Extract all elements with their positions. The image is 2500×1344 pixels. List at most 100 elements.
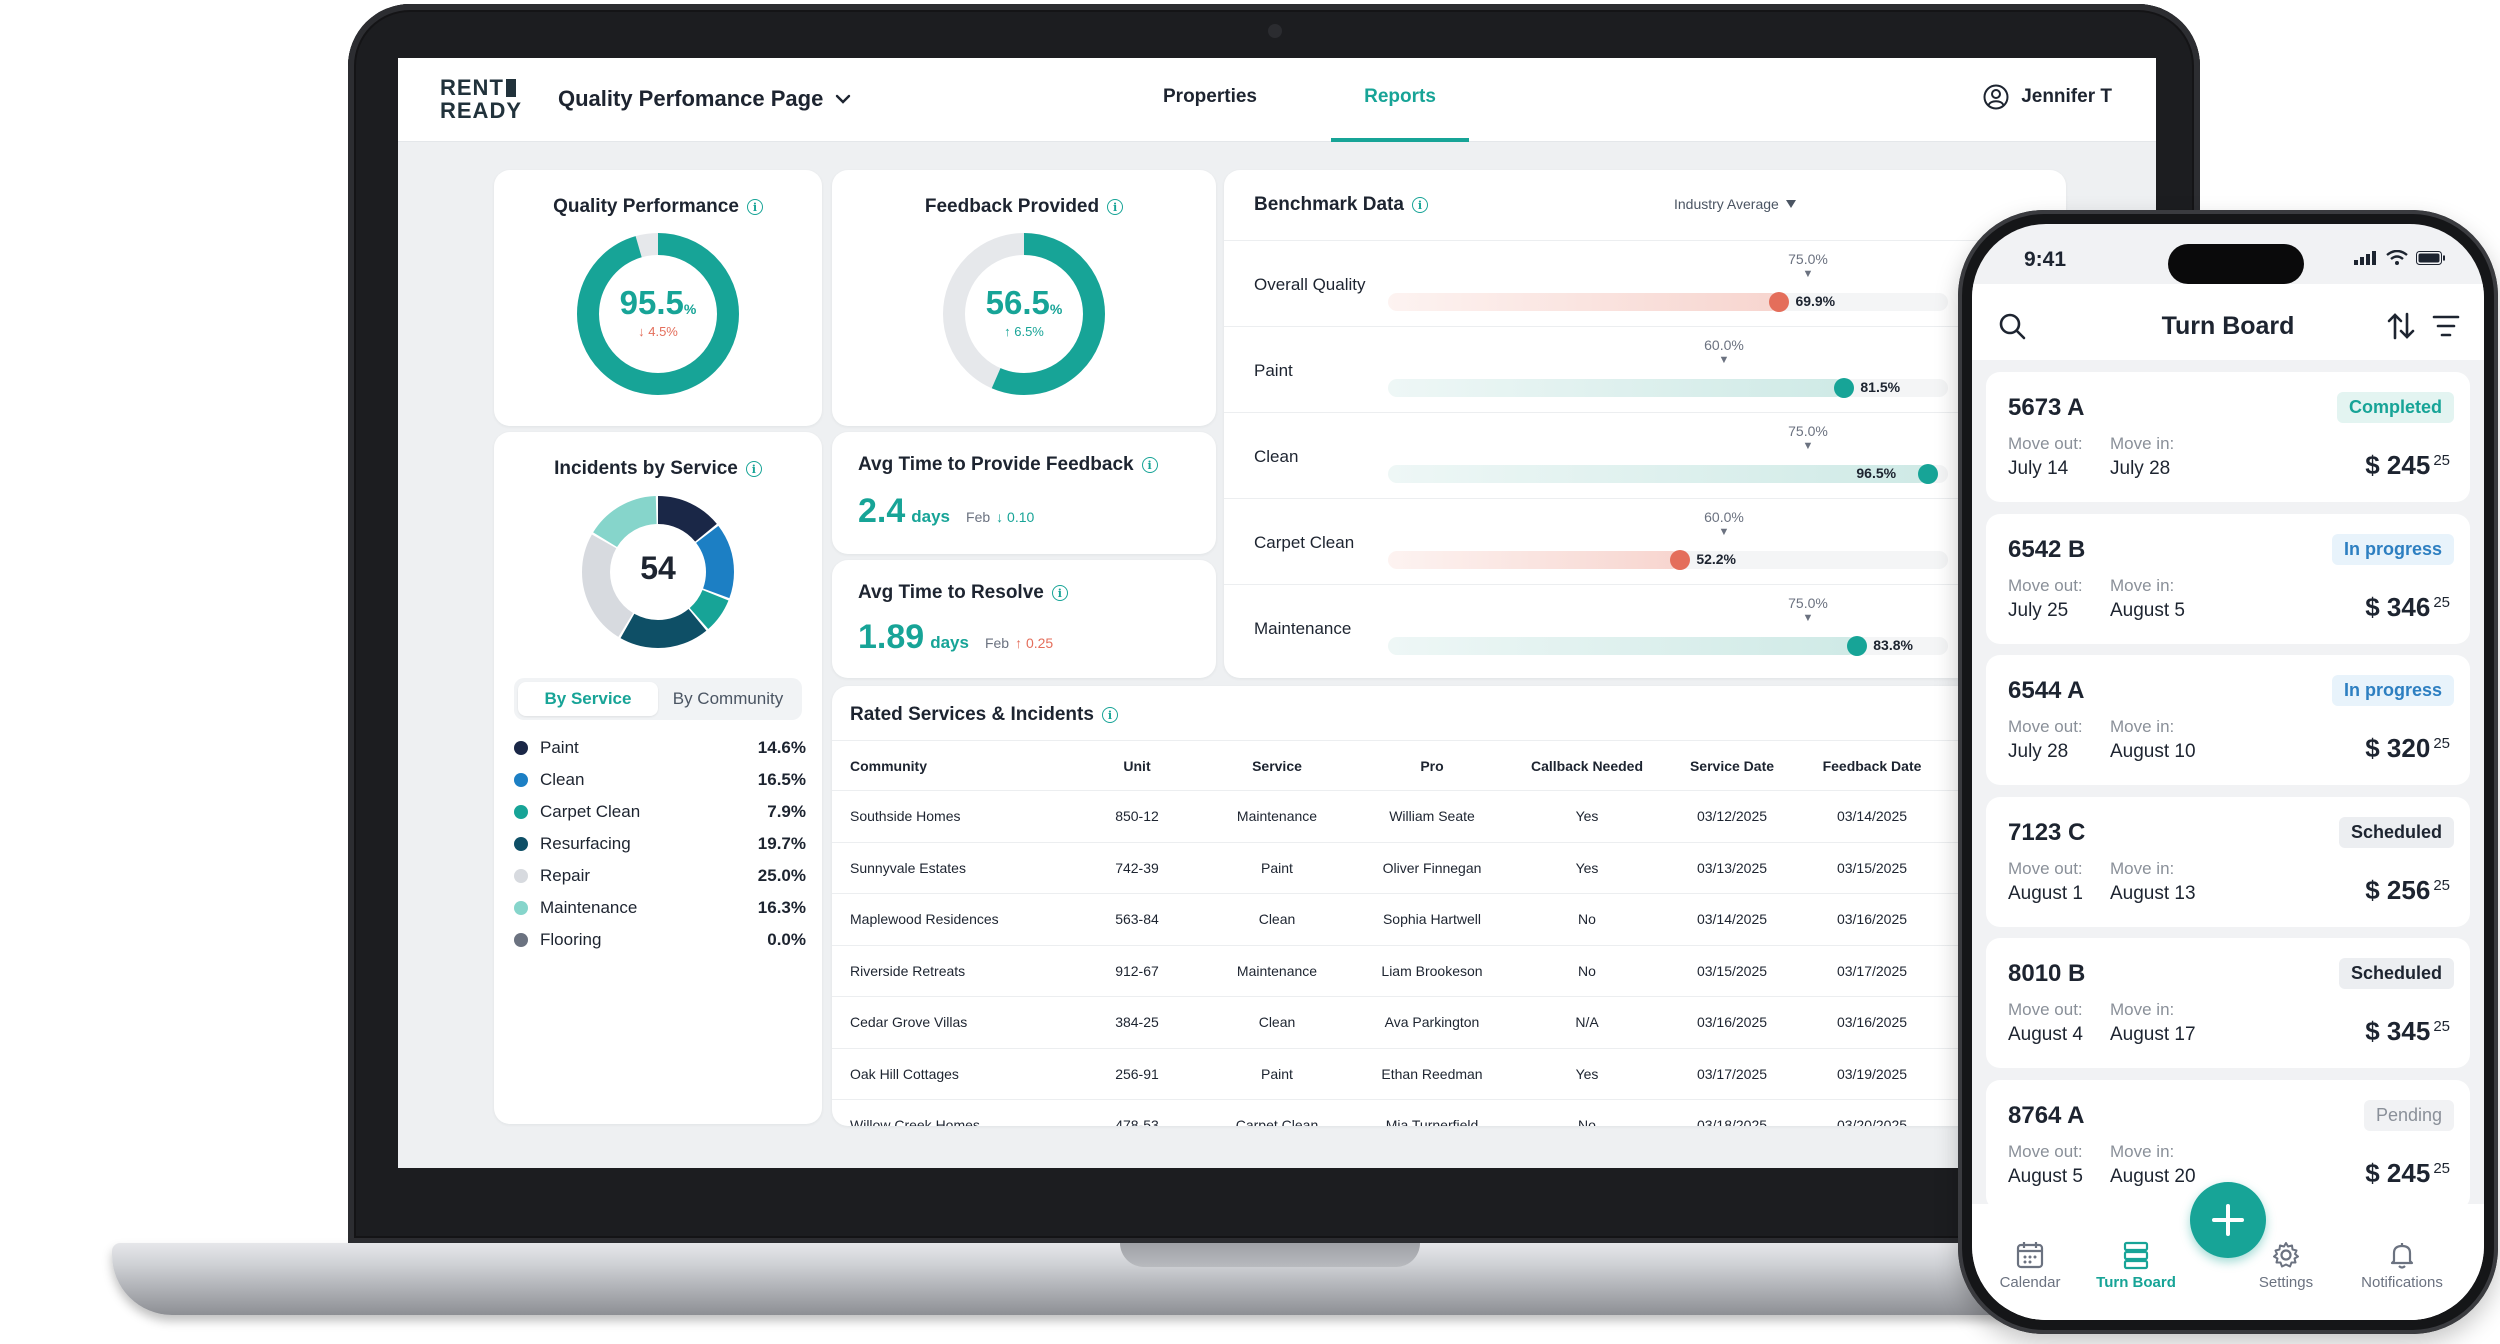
benchmark-bar-remainder bbox=[1680, 551, 1948, 569]
filter-icon[interactable] bbox=[2432, 314, 2460, 338]
sort-icon[interactable] bbox=[2386, 312, 2416, 340]
info-icon[interactable]: i bbox=[1107, 199, 1124, 215]
phone-frame: 9:41 Turn Board 5673 A Completed Move out:… bbox=[1958, 210, 2498, 1334]
column-header[interactable]: Feedback Date bbox=[1802, 740, 1942, 791]
logo-text-rent: RENT bbox=[440, 75, 504, 100]
info-icon[interactable]: i bbox=[745, 461, 762, 477]
price: $ 345 25 bbox=[2365, 1016, 2450, 1047]
table-cell: No bbox=[1512, 1099, 1662, 1126]
table-cell: Riverside Retreats bbox=[832, 945, 1072, 997]
tab-properties[interactable]: Properties bbox=[1163, 86, 1257, 107]
table-row[interactable]: Oak Hill Cottages 256-91 Paint Ethan Reedma… bbox=[832, 1048, 2032, 1100]
info-icon[interactable]: i bbox=[1141, 457, 1158, 473]
tab-reports[interactable]: Reports bbox=[1364, 86, 1436, 107]
tab-turn-board[interactable]: Turn Board bbox=[2086, 1240, 2186, 1291]
toggle-by-community[interactable]: By Community bbox=[672, 689, 784, 708]
avg-feedback-value: 2.4 bbox=[858, 492, 906, 530]
price-cents: 25 bbox=[2433, 876, 2450, 894]
benchmark-bar-remainder bbox=[1844, 379, 1948, 397]
turn-card[interactable]: 6542 B In progress Move out: Move in: July 2… bbox=[1986, 513, 2470, 644]
gear-icon bbox=[2273, 1242, 2299, 1268]
table-cell: 256-91 bbox=[1072, 1048, 1202, 1100]
donut-segment-paint[interactable] bbox=[582, 496, 734, 648]
column-header[interactable]: Unit bbox=[1072, 740, 1202, 791]
table-cell: 03/14/2025 bbox=[1802, 790, 1942, 843]
table-row[interactable]: Maplewood Residences 563-84 Clean Sophia Ha… bbox=[832, 893, 2032, 946]
unit-number: 7123 C bbox=[2008, 818, 2086, 846]
benchmark-value-marker[interactable] bbox=[1918, 464, 1939, 484]
wifi-icon bbox=[2386, 250, 2408, 265]
price-cents: 25 bbox=[2433, 735, 2450, 752]
tab-calendar[interactable]: Calendar bbox=[1980, 1240, 2080, 1291]
info-icon[interactable]: i bbox=[1411, 197, 1428, 213]
table-cell: Paint bbox=[1202, 1048, 1352, 1100]
column-header[interactable]: Service bbox=[1202, 740, 1352, 791]
triangle-down-icon: ▼ bbox=[1718, 354, 1730, 366]
move-out-date: August 5 bbox=[2008, 1165, 2083, 1187]
benchmark-value: 81.5% bbox=[1860, 379, 1901, 395]
table-row[interactable]: Sunnyvale Estates 742-39 Paint Oliver Finne… bbox=[832, 842, 2032, 894]
unit-number: 8010 B bbox=[2008, 960, 2086, 987]
toggle-by-service[interactable]: By Service bbox=[518, 682, 658, 716]
info-icon[interactable]: i bbox=[1051, 585, 1068, 601]
table-cell: 03/16/2025 bbox=[1802, 996, 1942, 1049]
move-out-date: July 28 bbox=[2008, 741, 2069, 762]
move-in-date: August 20 bbox=[2110, 1165, 2196, 1187]
info-icon[interactable]: i bbox=[746, 199, 763, 215]
tab-settings[interactable]: Settings bbox=[2236, 1240, 2336, 1291]
bell-icon bbox=[2390, 1243, 2414, 1269]
user-menu[interactable]: Jennifer T bbox=[1983, 84, 2112, 110]
quality-performance-delta: ↓ 4.5% bbox=[638, 324, 678, 339]
donut-segment-repair[interactable] bbox=[582, 496, 734, 648]
add-button[interactable] bbox=[2190, 1182, 2266, 1258]
tab-notifications[interactable]: Notifications bbox=[2342, 1240, 2462, 1291]
page-selector[interactable]: Quality Perfomance Page bbox=[558, 86, 851, 112]
column-header[interactable]: Service Date bbox=[1662, 740, 1802, 791]
search-icon[interactable] bbox=[1998, 312, 2026, 340]
move-out-date: July 14 bbox=[2008, 458, 2069, 479]
feedback-provided-card: Feedback Provided i 56.5% ↑ 6.5% bbox=[832, 170, 1216, 426]
legend-value: 25.0% bbox=[757, 866, 806, 885]
quality-performance-card: Quality Performance i 95.5% ↓ 4.5% bbox=[494, 170, 822, 426]
turn-card[interactable]: 8764 A Pending Move out: Move in: August 5 Au… bbox=[1986, 1079, 2470, 1210]
donut-segment-clean[interactable] bbox=[582, 496, 734, 648]
turn-card[interactable]: 8010 B Scheduled Move out: Move in: August 4… bbox=[1986, 938, 2470, 1068]
table-row[interactable]: Southside Homes 850-12 Maintenance William … bbox=[832, 790, 2032, 843]
calendar-icon bbox=[2016, 1242, 2044, 1269]
benchmark-label: Overall Quality bbox=[1254, 275, 1366, 294]
avg-resolve-change: ↑ 0.25 bbox=[1015, 635, 1054, 651]
table-cell: William Seate bbox=[1352, 790, 1512, 843]
legend-item: Clean 16.5% bbox=[514, 764, 806, 796]
benchmark-value-marker[interactable] bbox=[1834, 378, 1855, 398]
table-row[interactable]: Cedar Grove Villas 384-25 Clean Ava Parking… bbox=[832, 996, 2032, 1049]
table-cell: Clean bbox=[1202, 996, 1352, 1049]
rent-ready-logo[interactable]: RENT READY bbox=[440, 76, 522, 122]
info-icon[interactable]: i bbox=[1101, 707, 1118, 723]
legend-item: Maintenance 16.3% bbox=[514, 892, 806, 924]
column-header[interactable]: Community bbox=[832, 740, 1072, 791]
avg-resolve-metric: 1.89 days Feb ↑ 0.25 bbox=[858, 618, 1053, 657]
benchmark-label: Paint bbox=[1254, 361, 1293, 380]
triangle-down-icon: ▼ bbox=[1802, 268, 1814, 280]
industry-average-dropdown[interactable]: Industry Average bbox=[1674, 196, 1797, 212]
table-row[interactable]: Riverside Retreats 912-67 Maintenance Liam … bbox=[832, 945, 2032, 997]
caret-down-icon bbox=[1785, 200, 1796, 208]
benchmark-value: 83.8% bbox=[1873, 637, 1913, 653]
benchmark-label: Clean bbox=[1254, 447, 1299, 466]
column-header[interactable]: Pro bbox=[1352, 740, 1512, 791]
column-header[interactable]: Callback Needed bbox=[1512, 740, 1662, 791]
donut-segment-resurfacing[interactable] bbox=[582, 496, 734, 648]
table-row[interactable]: Willow Creek Homes 478-53 Carpet Clean Mia … bbox=[832, 1099, 2032, 1126]
table-cell: Liam Brookeson bbox=[1352, 945, 1512, 997]
benchmark-row: Overall Quality 69.9% 75.0% ▼ bbox=[1224, 240, 2004, 326]
turn-card[interactable]: 6544 A In progress Move out: Move in: July 2… bbox=[1986, 655, 2470, 785]
table-cell: Mia Turnerfield bbox=[1352, 1099, 1512, 1126]
table-cell: 03/17/2025 bbox=[1802, 945, 1942, 997]
benchmark-value-marker[interactable] bbox=[1670, 550, 1691, 570]
benchmark-value-marker[interactable] bbox=[1847, 636, 1868, 656]
benchmark-value-marker[interactable] bbox=[1769, 292, 1790, 312]
legend-color-swatch bbox=[514, 869, 528, 883]
turn-card[interactable]: 7123 C Scheduled Move out: Move in: August 1… bbox=[1986, 796, 2470, 927]
turn-card[interactable]: 5673 A Completed Move out: Move in: July 14 J… bbox=[1986, 372, 2470, 502]
status-badge: Completed bbox=[2336, 392, 2454, 423]
